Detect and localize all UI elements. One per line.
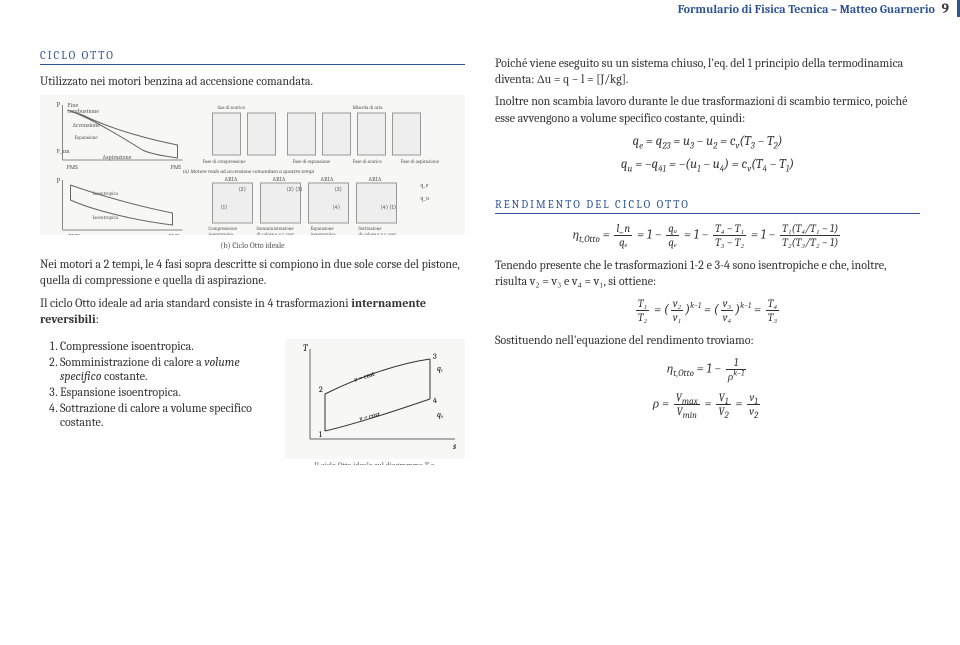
svg-text:Isoentropica: Isoentropica xyxy=(93,191,119,197)
svg-text:qᵤ: qᵤ xyxy=(437,410,443,419)
fig1-svg: P Fine combustione Accensione Espansione… xyxy=(40,95,465,235)
svg-text:PMI: PMI xyxy=(169,233,180,235)
page-header: Formulario di Fisica Tecnica – Matteo Gu… xyxy=(0,0,960,17)
right-p3: Tenendo presente che le trasformazioni 1… xyxy=(495,257,920,289)
svg-text:isoentropica: isoentropica xyxy=(209,232,235,235)
svg-text:(1): (1) xyxy=(221,204,228,211)
header-title: Formulario di Fisica Tecnica – Matteo Gu… xyxy=(678,2,935,16)
svg-text:ARIA: ARIA xyxy=(321,176,334,183)
left-column: CICLO OTTO Utilizzato nei motori benzina… xyxy=(40,49,465,465)
section-heading-otto: CICLO OTTO xyxy=(40,49,465,65)
right-p4: Sostituendo nell'equazione del rendiment… xyxy=(495,332,920,348)
svg-text:(a) Motore reale ad accensione: (a) Motore reale ad accensione comandata… xyxy=(183,168,315,175)
svg-text:ARIA: ARIA xyxy=(273,176,286,183)
svg-text:PMI: PMI xyxy=(171,164,182,171)
svg-text:2: 2 xyxy=(319,385,323,394)
left-intro: Utilizzato nei motori benzina ad accensi… xyxy=(40,73,465,89)
svg-text:isoentropica: isoentropica xyxy=(311,232,337,235)
svg-text:v = cost: v = cost xyxy=(353,370,376,384)
svg-text:Fase di espansione: Fase di espansione xyxy=(293,158,332,165)
page-number: 9 xyxy=(942,0,949,17)
svg-text:4: 4 xyxy=(433,396,437,405)
svg-text:q_u: q_u xyxy=(421,195,430,202)
svg-text:(2): (2) xyxy=(239,186,246,193)
svg-text:P: P xyxy=(57,101,61,109)
eq-qu: qu = −q41 = −(u1 − u4) = cv(T4 − T1) xyxy=(495,157,920,172)
svg-text:(2) (3): (2) (3) xyxy=(287,186,303,193)
svg-text:(4): (4) xyxy=(333,204,341,211)
right-p1: Poiché viene eseguito su un sistema chiu… xyxy=(495,55,920,87)
svg-text:3: 3 xyxy=(433,352,437,361)
left-p3: Il ciclo Otto ideale ad aria standard co… xyxy=(40,295,465,327)
figure-pv-engine: P Fine combustione Accensione Espansione… xyxy=(40,95,465,235)
svg-text:qₑ: qₑ xyxy=(437,364,443,373)
svg-text:(4) (1): (4) (1) xyxy=(381,204,397,211)
svg-text:PMS: PMS xyxy=(69,233,81,235)
right-p2: Inoltre non scambia lavoro durante le du… xyxy=(495,93,920,125)
svg-text:Fase di compressione: Fase di compressione xyxy=(203,158,247,165)
svg-text:di calore a v = cost: di calore a v = cost xyxy=(257,231,295,235)
svg-text:Isoentropica: Isoentropica xyxy=(93,215,119,221)
fig1-caption-b: (b) Ciclo Otto ideale xyxy=(40,241,465,250)
eq-ratio: T₁T₂ = (v₂v₁)k−1 = (v₃v₄)k−1 = T₄T₃ xyxy=(495,297,920,324)
svg-text:s: s xyxy=(453,442,457,452)
svg-text:P_am: P_am xyxy=(57,148,70,155)
svg-text:Miscela di aria: Miscela di aria xyxy=(353,104,384,111)
svg-text:Fase di aspirazione: Fase di aspirazione xyxy=(401,158,440,165)
eq-rho: ρ = VmaxVmin = V1V2 = v1v2 xyxy=(495,391,920,418)
svg-text:Fase di scarico: Fase di scarico xyxy=(353,158,383,165)
svg-text:di calore a v = cost: di calore a v = cost xyxy=(359,231,397,235)
figure-ts: T s 1 2 3 4 qₑ qᵤ v = cost xyxy=(285,339,465,459)
page-body: CICLO OTTO Utilizzato nei motori benzina… xyxy=(0,29,960,485)
section-heading-rendimento: RENDIMENTO DEL CICLO OTTO xyxy=(495,198,920,214)
right-column: Poiché viene eseguito su un sistema chiu… xyxy=(495,49,920,465)
eq-eta2: ηt,Otto = 1 − 1ρk−1 xyxy=(495,356,920,383)
svg-text:combustione: combustione xyxy=(68,108,100,115)
svg-text:ARIA: ARIA xyxy=(225,176,238,183)
svg-text:Aspirazione: Aspirazione xyxy=(103,154,132,161)
svg-text:PMS: PMS xyxy=(67,164,79,171)
svg-text:Gas di scarico: Gas di scarico xyxy=(218,104,246,111)
svg-text:(3): (3) xyxy=(335,186,342,193)
svg-text:P: P xyxy=(57,177,61,185)
svg-text:q_e: q_e xyxy=(421,182,429,189)
eq-eta: ηt,Otto = l_nqₑ = 1 − qᵤqₑ = 1 − T₄ − T₁… xyxy=(495,222,920,249)
svg-text:v = cost: v = cost xyxy=(359,410,382,423)
svg-text:Espansione: Espansione xyxy=(75,135,99,141)
svg-text:ARIA: ARIA xyxy=(369,176,382,183)
eq-qe: qe = q23 = u3 − u2 = cv(T3 − T2) xyxy=(495,134,920,149)
left-p2: Nei motori a 2 tempi, le 4 fasi sopra de… xyxy=(40,256,465,288)
fig3-caption: Il ciclo Otto ideale sul diagramma T-s. xyxy=(285,461,465,465)
svg-text:1: 1 xyxy=(319,430,322,439)
svg-text:T: T xyxy=(303,344,309,354)
svg-text:Accensione: Accensione xyxy=(73,122,101,129)
